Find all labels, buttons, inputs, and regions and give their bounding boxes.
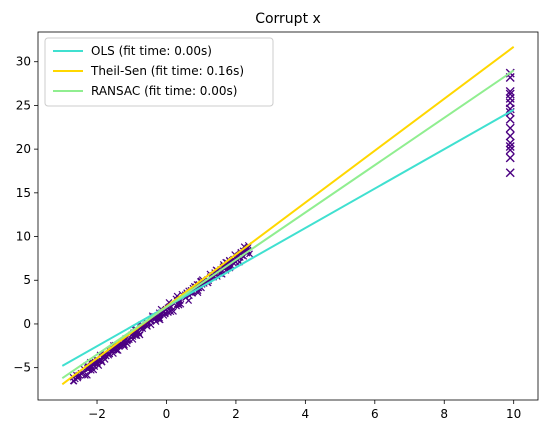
scatter-point [154,314,162,322]
x-tick-label: 8 [440,407,448,421]
x-tick-label: −2 [88,407,106,421]
y-tick-label: 20 [16,142,31,156]
legend-label: Theil-Sen (fit time: 0.16s) [90,64,244,78]
outlier-point [505,145,515,155]
outlier-point [505,168,515,178]
x-tick-label: 6 [371,407,379,421]
scatter-point [175,301,183,308]
y-tick-label: 5 [23,273,31,287]
data-layer [61,46,515,386]
legend-label: RANSAC (fit time: 0.00s) [91,84,237,98]
series-line-0 [61,108,515,367]
outlier-point [505,86,515,96]
legend-box [44,37,274,107]
x-tick-label: 10 [506,407,521,421]
x-tick-label: 0 [163,407,171,421]
chart-title: Corrupt x [255,11,321,27]
outlier-point [505,89,515,99]
scatter-point [123,340,131,348]
series-line-2 [61,69,515,379]
y-tick-label: 30 [16,55,31,69]
scatter-point [93,359,101,367]
legend: OLS (fit time: 0.00s) Theil-Sen (fit time… [44,37,274,107]
outlier-point [505,142,515,152]
y-tick-label: 0 [23,317,31,331]
scatter-point [152,318,160,326]
outlier-point [505,114,515,124]
y-tick-label: 15 [16,186,31,200]
plot-area: −2 0 2 4 6 8 10 −5 0 5 10 15 20 25 30 [13,31,539,421]
outlier-point [505,138,515,148]
y-tick-label: 10 [16,230,31,244]
y-tick-label: 25 [16,98,31,112]
x-tick-label: 2 [232,407,240,421]
axes-frame [37,31,539,401]
x-axis: −2 0 2 4 6 8 10 [88,400,521,421]
scatter-point [161,310,169,318]
y-axis: −5 0 5 10 15 20 25 30 [13,55,38,375]
y-tick-label: −5 [13,361,31,375]
scatter-point [81,372,89,379]
scatter-point [90,366,98,374]
outlier-point [505,131,515,141]
x-tick-label: 4 [302,407,310,421]
scatter-point [170,307,177,315]
legend-label: OLS (fit time: 0.00s) [91,44,212,58]
scatter-point [147,321,155,329]
outlier-point [505,153,515,163]
scatter-point [83,371,91,379]
scatter-point [135,329,143,337]
scatter-point [106,350,114,358]
outlier-point [505,123,515,133]
